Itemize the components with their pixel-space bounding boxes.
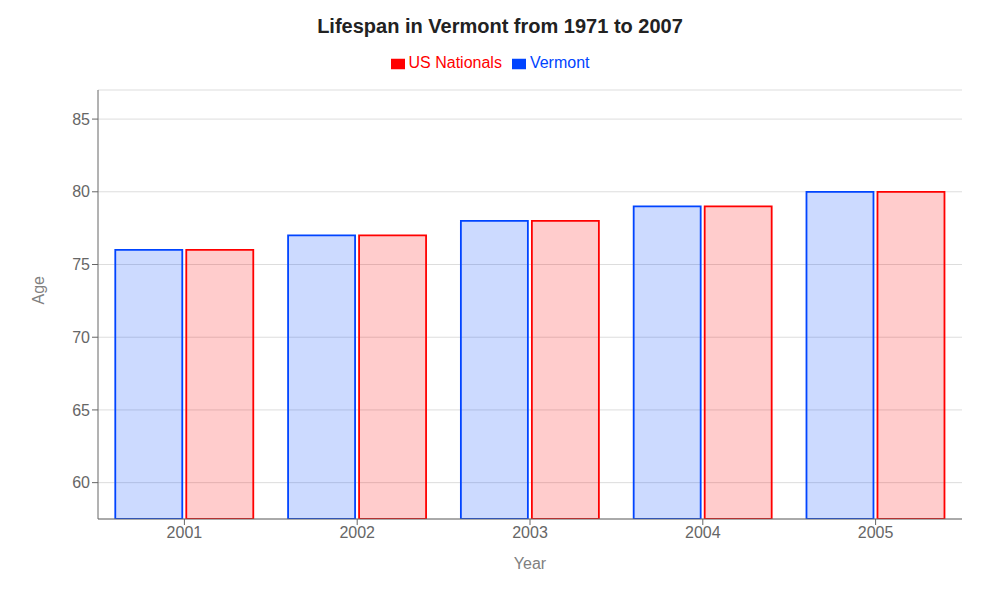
svg-text:65: 65 xyxy=(72,402,90,419)
svg-text:75: 75 xyxy=(72,256,90,273)
svg-text:2005: 2005 xyxy=(858,524,894,541)
svg-text:2003: 2003 xyxy=(512,524,548,541)
svg-text:70: 70 xyxy=(72,329,90,346)
svg-text:80: 80 xyxy=(72,183,90,200)
svg-text:85: 85 xyxy=(72,111,90,128)
svg-text:2002: 2002 xyxy=(339,524,375,541)
svg-text:2001: 2001 xyxy=(167,524,203,541)
svg-text:60: 60 xyxy=(72,474,90,491)
svg-text:2004: 2004 xyxy=(685,524,721,541)
svg-text:Year: Year xyxy=(514,555,547,572)
html-text:Vermont: Vermont xyxy=(529,54,590,71)
html-text:US Nationals: US Nationals xyxy=(408,54,502,71)
svg-text:Age: Age xyxy=(30,276,47,305)
html-text:Lifespan in Vermont from 1971: Lifespan in Vermont from 1971 to 2007 xyxy=(317,15,683,37)
